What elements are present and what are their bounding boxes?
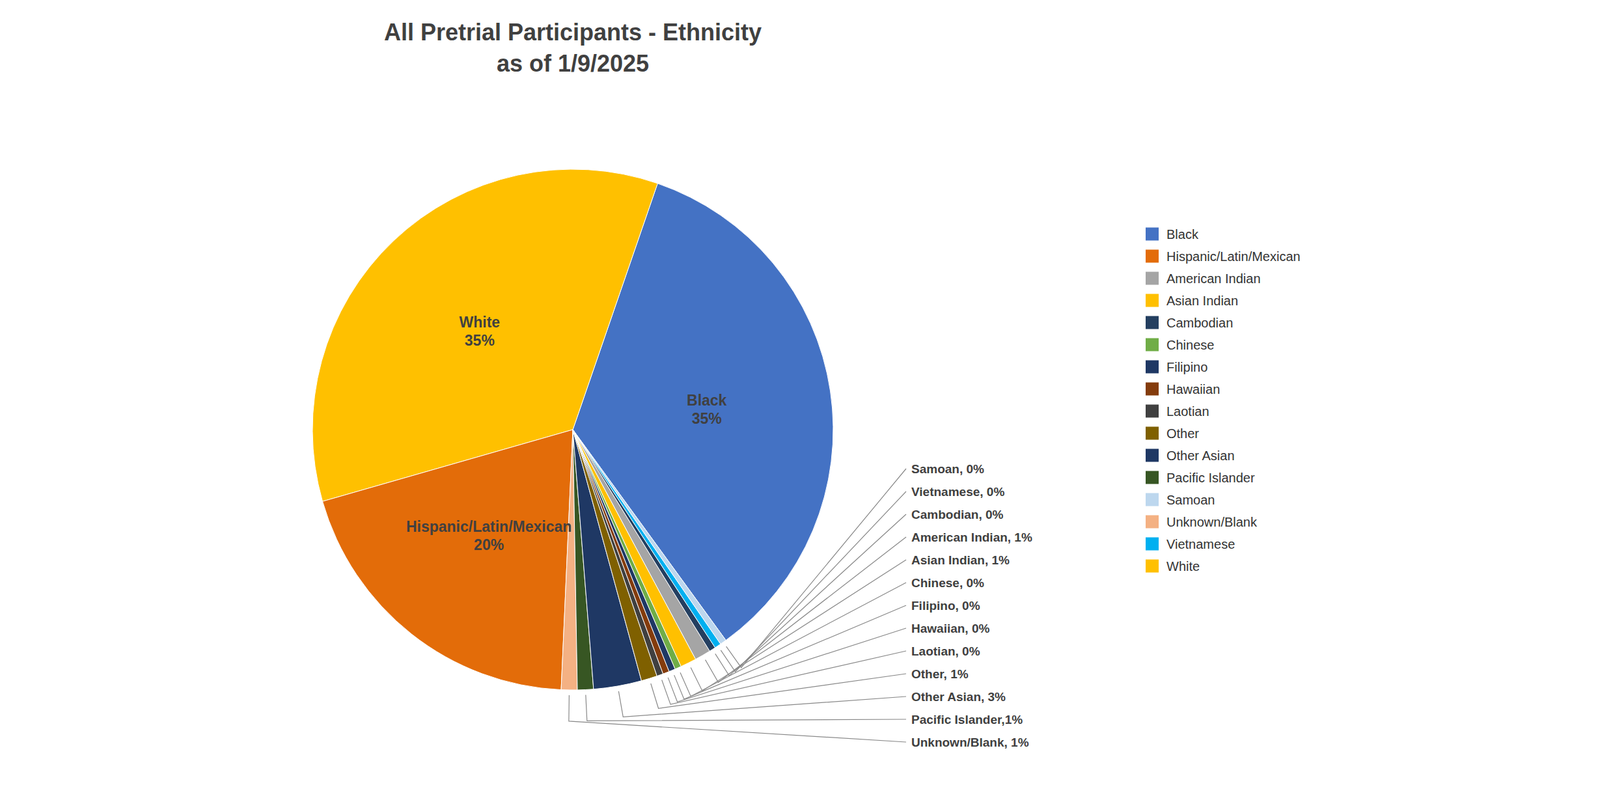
pie-slice bbox=[572, 429, 710, 660]
slices bbox=[312, 169, 834, 690]
legend-label: White bbox=[1166, 559, 1200, 574]
legend-swatch bbox=[1145, 493, 1159, 507]
pie-slice bbox=[572, 429, 696, 667]
callout-label: Filipino, 0% bbox=[911, 598, 981, 613]
slice-label-line: Hispanic/Latin/Mexican bbox=[406, 518, 572, 536]
data-labels: Black35%White35%Hispanic/Latin/Mexican20… bbox=[406, 313, 1033, 749]
legend-label: Unknown/Blank bbox=[1166, 514, 1258, 530]
chart: All Pretrial Participants - Ethnicity as … bbox=[0, 0, 1600, 800]
callout-label: Pacific Islander,1% bbox=[911, 712, 1023, 727]
legend-swatch bbox=[1145, 316, 1159, 330]
legend-label: Filipino bbox=[1166, 359, 1208, 375]
legend-swatch bbox=[1145, 471, 1159, 485]
leader-line bbox=[650, 673, 907, 709]
legend-label: Hawaiian bbox=[1166, 382, 1220, 397]
title-line: as of 1/9/2025 bbox=[496, 50, 649, 77]
slice-label-line: Black bbox=[686, 391, 728, 409]
legend-swatch bbox=[1145, 449, 1159, 463]
leader-line bbox=[674, 605, 907, 700]
slice-label-line: White bbox=[459, 313, 501, 331]
pie-slice bbox=[322, 429, 573, 690]
legend-swatch bbox=[1145, 427, 1159, 441]
legend-swatch bbox=[1145, 515, 1159, 529]
legend-swatch bbox=[1145, 272, 1159, 286]
leader-line bbox=[667, 628, 907, 702]
legend-swatch bbox=[1145, 382, 1159, 396]
legend-label: Hispanic/Latin/Mexican bbox=[1166, 249, 1301, 264]
slice-label-line: 20% bbox=[473, 536, 504, 554]
leader-line bbox=[662, 650, 907, 705]
legend-swatch bbox=[1145, 249, 1159, 263]
legend-label: Other bbox=[1166, 426, 1200, 441]
slice-label-line: 35% bbox=[464, 331, 495, 349]
pie-slice bbox=[572, 429, 726, 644]
callout-label: Chinese, 0% bbox=[911, 576, 985, 590]
legend-label: Other Asian bbox=[1166, 448, 1235, 463]
callout-label: American Indian, 1% bbox=[911, 530, 1033, 545]
title-line: All Pretrial Participants - Ethnicity bbox=[384, 18, 762, 46]
legend-label: Asian Indian bbox=[1166, 293, 1239, 308]
leader-line bbox=[726, 468, 907, 668]
leader-line bbox=[568, 695, 907, 743]
callout-label: Samoan, 0% bbox=[911, 462, 985, 476]
legend-swatch bbox=[1145, 404, 1159, 418]
title: All Pretrial Participants - Ethnicity as … bbox=[384, 18, 762, 77]
legend-label: Laotian bbox=[1166, 404, 1210, 419]
legend-label: Chinese bbox=[1166, 337, 1214, 353]
callout-label: Other, 1% bbox=[911, 667, 969, 681]
slice-label: White35% bbox=[459, 313, 501, 349]
legend-swatch bbox=[1145, 537, 1159, 551]
callout-label: Unknown/Blank, 1% bbox=[911, 735, 1030, 750]
slice-label: Black35% bbox=[686, 391, 728, 428]
callout-label: Laotian, 0% bbox=[911, 644, 981, 659]
slice-label: Hispanic/Latin/Mexican20% bbox=[406, 518, 572, 554]
background bbox=[0, 0, 1600, 800]
legend: Black Hispanic/Latin/Mexican American Indi… bbox=[1145, 227, 1301, 574]
legend-label: Black bbox=[1166, 227, 1200, 242]
slice-label-line: 35% bbox=[691, 410, 722, 428]
legend-label: Samoan bbox=[1166, 492, 1216, 508]
callout-label: Vietnamese, 0% bbox=[911, 484, 1005, 499]
callout-label: Asian Indian, 1% bbox=[911, 553, 1010, 567]
leader-line bbox=[618, 691, 907, 717]
legend-label: Pacific Islander bbox=[1166, 470, 1256, 485]
legend-label: Cambodian bbox=[1166, 315, 1233, 331]
legend-swatch bbox=[1145, 360, 1159, 374]
legend-swatch bbox=[1145, 338, 1159, 352]
callout-label: Cambodian, 0% bbox=[911, 507, 1004, 522]
legend-label: Vietnamese bbox=[1166, 537, 1235, 552]
leader-line bbox=[585, 695, 907, 722]
leader-line bbox=[690, 559, 907, 691]
leader-line bbox=[715, 514, 907, 676]
legend-swatch bbox=[1145, 227, 1159, 241]
legend-swatch bbox=[1145, 294, 1159, 308]
legend-label: American Indian bbox=[1166, 271, 1261, 286]
pie-slice bbox=[312, 169, 658, 502]
legend-swatch bbox=[1145, 559, 1159, 573]
callout-label: Other Asian, 3% bbox=[911, 689, 1006, 704]
callout-label: Hawaiian, 0% bbox=[911, 621, 990, 636]
